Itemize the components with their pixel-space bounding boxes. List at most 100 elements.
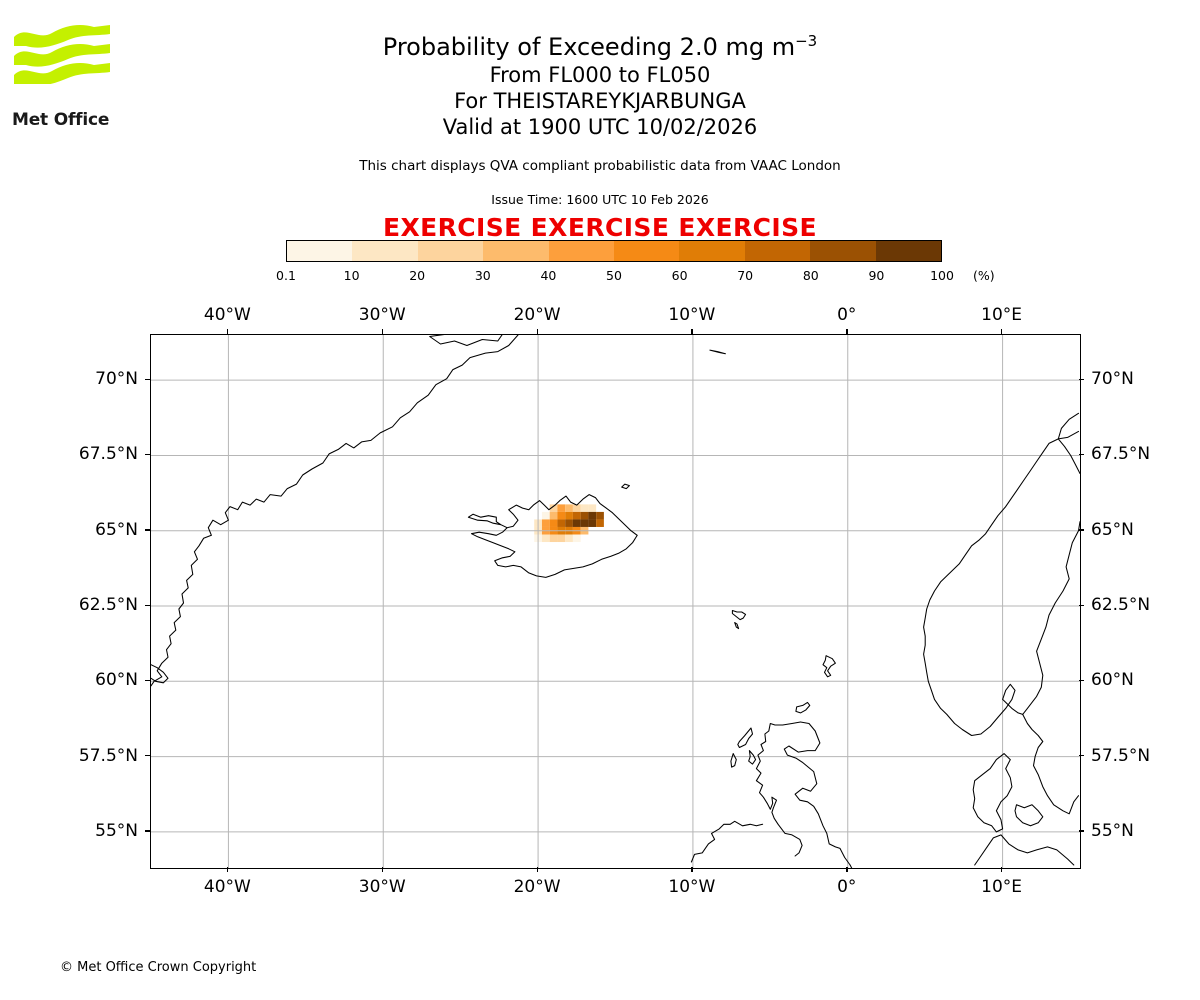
ash-cell <box>588 511 597 520</box>
lat-tickmark-left <box>145 453 150 456</box>
lon-tickmark-bottom <box>691 867 693 872</box>
coastline-orkney <box>795 701 811 714</box>
coastline-norway-w <box>923 430 1080 737</box>
valid-time-subtitle: Valid at 1900 UTC 10/02/2026 <box>442 115 758 139</box>
lon-tickmark-bottom <box>381 867 384 872</box>
lat-label-right-57.5°N: 57.5°N <box>1091 745 1151 766</box>
map-plot-area <box>150 334 1081 869</box>
page-title-exponent: −3 <box>795 32 818 50</box>
coastline-faroes2 <box>734 622 740 630</box>
met-office-brand-text: Met Office <box>12 110 110 130</box>
colorbar-tick-70: 70 <box>737 268 754 283</box>
lat-tickmark-left <box>145 830 150 832</box>
coastline-greenland-sw <box>151 664 169 684</box>
map-canvas <box>151 335 1080 868</box>
ash-cell <box>549 511 558 520</box>
lon-label-top-10°W: 10°W <box>668 305 716 325</box>
colorbar-band-0 <box>287 241 353 261</box>
lat-tickmark-right <box>1079 679 1084 682</box>
coastline-skye <box>748 750 757 765</box>
colorbar-tick-60: 60 <box>671 268 688 283</box>
colorbar-band-3 <box>483 241 549 261</box>
lon-label-top-0°: 0° <box>837 305 857 325</box>
coastline-jan-mayen <box>709 349 726 355</box>
lat-tickmark-left <box>145 679 150 682</box>
ash-cell <box>596 519 604 527</box>
coastline-faroes <box>731 609 747 621</box>
lat-tickmark-right <box>1079 830 1084 832</box>
lat-tickmark-right <box>1079 378 1084 380</box>
ash-cell <box>541 534 550 543</box>
ash-cell <box>565 511 573 520</box>
colorbar-band-2 <box>417 241 484 261</box>
ash-cell <box>572 519 581 527</box>
ash-cell <box>565 519 573 527</box>
ash-cell <box>541 511 550 520</box>
ash-cell <box>549 504 558 512</box>
qva-compliance-note: This chart displays QVA compliant probab… <box>359 158 841 174</box>
colorbar-tick-90: 90 <box>868 268 885 283</box>
volcano-name-subtitle: For THEISTAREYKJARBUNGA <box>454 89 746 113</box>
colorbar-band-7 <box>744 241 811 261</box>
lon-label-bottom-10°W: 10°W <box>668 877 716 897</box>
lat-label-left-62.5°N: 62.5°N <box>78 595 138 616</box>
colorbar-band-8 <box>810 241 876 261</box>
coastline-norway-inland <box>1022 521 1080 715</box>
colorbar-band-6 <box>679 241 745 261</box>
ash-cell <box>588 504 597 512</box>
ash-cell <box>557 511 566 520</box>
lat-tickmark-left <box>145 529 150 531</box>
page-title-text: Probability of Exceeding 2.0 mg m <box>382 33 796 61</box>
coastline-shetland <box>822 655 836 678</box>
lat-tickmark-right <box>1079 453 1084 456</box>
coastline-iceland <box>467 494 638 578</box>
lat-label-right-70°N: 70°N <box>1091 369 1134 390</box>
lat-tickmark-left <box>145 755 150 757</box>
lat-label-left-65°N: 65°N <box>95 519 138 540</box>
map-gridlines <box>151 335 1080 868</box>
ash-cell <box>580 511 589 520</box>
colorbar-tick-labels: 0.1 10 20 30 40 50 60 70 80 90 100 <box>0 268 1200 284</box>
colorbar-tick-40: 40 <box>540 268 557 283</box>
ash-cell <box>549 534 558 543</box>
lat-label-left-70°N: 70°N <box>95 369 138 390</box>
lat-label-left-60°N: 60°N <box>95 670 138 691</box>
lat-tickmark-right <box>1079 604 1084 606</box>
ash-cell <box>580 504 589 512</box>
ash-cell <box>588 519 597 527</box>
lat-tickmark-left <box>145 378 150 380</box>
met-office-waves-icon <box>14 25 110 84</box>
ash-cell <box>541 519 550 527</box>
lat-label-left-57.5°N: 57.5°N <box>78 745 138 766</box>
lat-label-right-55°N: 55°N <box>1091 820 1134 841</box>
lon-label-bottom-30°W: 30°W <box>358 877 406 897</box>
ash-cell <box>557 519 566 527</box>
coastline-hebrides2 <box>730 753 737 768</box>
lat-tickmark-left <box>145 604 150 606</box>
colorbar-band-9 <box>875 241 942 261</box>
lat-tickmark-right <box>1079 755 1084 757</box>
probability-colorbar <box>286 240 942 262</box>
ash-cell <box>549 519 558 527</box>
lon-tickmark-bottom <box>536 867 538 872</box>
ash-cell <box>580 519 589 527</box>
lon-tickmark-bottom <box>846 867 848 872</box>
coastline-denmark <box>972 753 1013 833</box>
ash-cell <box>572 511 581 520</box>
colorbar-tick-80: 80 <box>802 268 819 283</box>
ash-probability-cells <box>534 504 604 543</box>
lon-label-top-20°W: 20°W <box>513 305 561 325</box>
colorbar-tick-0.1: 0.1 <box>276 268 296 283</box>
lat-label-left-55°N: 55°N <box>95 820 138 841</box>
coastline-scotland <box>783 721 851 866</box>
coastline-greenland-east <box>429 335 503 347</box>
colorbar-tick-100: 100 <box>930 268 954 283</box>
coastline-ireland-ne <box>690 820 764 863</box>
lat-label-right-67.5°N: 67.5°N <box>1091 444 1151 465</box>
colorbar-tick-30: 30 <box>474 268 491 283</box>
lat-label-right-60°N: 60°N <box>1091 670 1134 691</box>
lon-tickmark-top <box>536 329 538 334</box>
coastline-bear-is <box>621 483 630 490</box>
page-title: Probability of Exceeding 2.0 mg m−3 <box>0 27 1200 61</box>
